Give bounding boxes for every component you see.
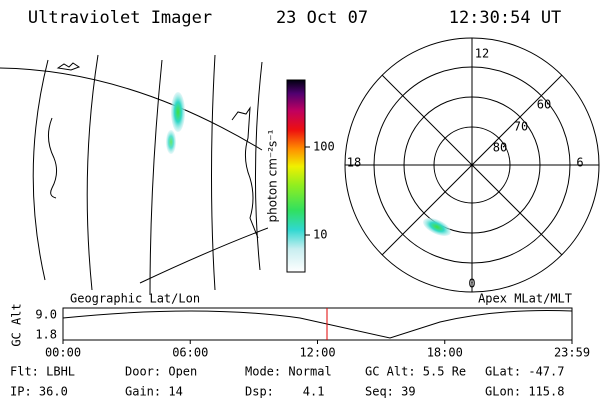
- info-field: Mode: Normal: [245, 365, 332, 379]
- altitude-tick-label: 9.0: [35, 308, 57, 322]
- altitude-tick-label: 1.8: [35, 328, 57, 342]
- info-field: Door: Open: [125, 365, 197, 379]
- time-label: 00:00: [45, 346, 81, 360]
- time: 12:30:54 UT: [449, 8, 562, 28]
- info-field: IP: 36.0: [10, 385, 68, 399]
- lat-label: 80: [493, 141, 507, 155]
- map-label: Geographic Lat/Lon: [70, 292, 200, 306]
- mlt-label: 0: [468, 277, 475, 291]
- date: 23 Oct 07: [276, 8, 368, 28]
- colorbar-label: photon cm⁻²s⁻¹: [266, 129, 280, 222]
- colorbar: [286, 79, 306, 273]
- altitude-axis-label: GC Alt: [10, 303, 24, 346]
- map: [0, 54, 268, 295]
- lat-label: 70: [514, 120, 528, 134]
- time-label: 06:00: [172, 346, 208, 360]
- mlt-label: 18: [347, 156, 361, 170]
- info-field: GLat: -47.7: [485, 365, 564, 379]
- time-label: 23:59: [554, 346, 590, 360]
- colorbar-tick-label: 100: [313, 140, 335, 154]
- polar-label: Apex MLat/MLT: [478, 292, 572, 306]
- info-field: Dsp: 4.1: [245, 385, 324, 399]
- info-field: GLon: 115.8: [485, 385, 564, 399]
- info-field: GC Alt: 5.5 Re: [365, 365, 466, 379]
- colorbar-tick-label: 10: [313, 228, 327, 242]
- info-field: Seq: 39: [365, 385, 416, 399]
- info-field: Flt: LBHL: [10, 365, 75, 379]
- time-label: 12:00: [299, 346, 335, 360]
- info-field: Gain: 14: [125, 385, 183, 399]
- mlt-label: 6: [576, 156, 583, 170]
- altitude-curve: [62, 309, 573, 339]
- lat-label: 60: [537, 98, 551, 112]
- polar-plot: [344, 37, 600, 293]
- time-label: 18:00: [427, 346, 463, 360]
- mlt-label: 12: [475, 47, 489, 61]
- title: Ultraviolet Imager: [28, 8, 212, 28]
